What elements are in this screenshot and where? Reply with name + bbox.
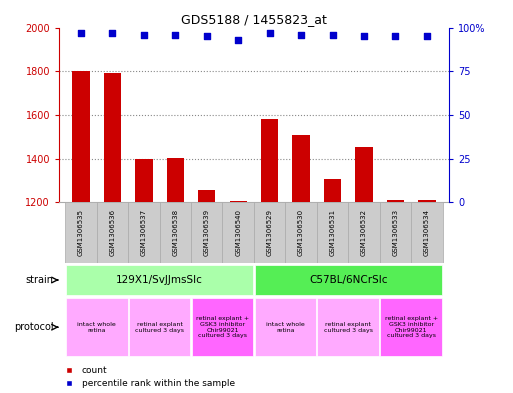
Text: GSM1306532: GSM1306532 xyxy=(361,209,367,256)
Text: GSM1306538: GSM1306538 xyxy=(172,209,179,256)
Bar xyxy=(66,298,128,356)
Point xyxy=(77,29,85,36)
Bar xyxy=(198,190,215,202)
Text: intact whole
retina: intact whole retina xyxy=(266,322,305,332)
Bar xyxy=(104,73,121,202)
Point xyxy=(234,37,242,43)
Bar xyxy=(348,202,380,263)
Text: GSM1306540: GSM1306540 xyxy=(235,209,241,256)
Bar xyxy=(318,298,379,356)
Bar xyxy=(380,202,411,263)
Text: retinal explant
cultured 3 days: retinal explant cultured 3 days xyxy=(324,322,373,332)
Bar xyxy=(418,200,436,202)
Point xyxy=(328,31,337,38)
Bar xyxy=(66,265,253,295)
Bar xyxy=(160,202,191,263)
Point xyxy=(140,31,148,38)
Bar xyxy=(254,265,442,295)
Point xyxy=(108,29,116,36)
Text: GSM1306529: GSM1306529 xyxy=(267,209,272,256)
Bar xyxy=(167,158,184,202)
Bar xyxy=(192,298,253,356)
Point xyxy=(171,31,180,38)
Text: GSM1306535: GSM1306535 xyxy=(78,209,84,256)
Bar xyxy=(72,71,90,202)
Bar xyxy=(191,202,223,263)
Text: retinal explant +
GSK3 inhibitor
Chir99021
cultured 3 days: retinal explant + GSK3 inhibitor Chir990… xyxy=(196,316,249,338)
Bar xyxy=(128,202,160,263)
Title: GDS5188 / 1455823_at: GDS5188 / 1455823_at xyxy=(181,13,327,26)
Text: GSM1306530: GSM1306530 xyxy=(298,209,304,256)
Text: retinal explant +
GSK3 inhibitor
Chir99021
cultured 3 days: retinal explant + GSK3 inhibitor Chir990… xyxy=(385,316,438,338)
Text: GSM1306533: GSM1306533 xyxy=(392,209,399,256)
Bar xyxy=(292,135,310,202)
Bar xyxy=(317,202,348,263)
Text: 129X1/SvJJmsSlc: 129X1/SvJJmsSlc xyxy=(116,275,203,285)
Bar xyxy=(135,159,152,202)
Point xyxy=(203,33,211,39)
Text: C57BL/6NCrSlc: C57BL/6NCrSlc xyxy=(309,275,387,285)
Text: retinal explant
cultured 3 days: retinal explant cultured 3 days xyxy=(135,322,184,332)
Bar xyxy=(254,298,316,356)
Bar xyxy=(223,202,254,263)
Bar xyxy=(387,200,404,202)
Point xyxy=(423,33,431,39)
Text: GSM1306539: GSM1306539 xyxy=(204,209,210,256)
Bar xyxy=(356,147,372,202)
Bar xyxy=(97,202,128,263)
Bar xyxy=(380,298,442,356)
Text: GSM1306534: GSM1306534 xyxy=(424,209,430,256)
Text: strain: strain xyxy=(26,275,54,285)
Text: protocol: protocol xyxy=(14,322,54,332)
Text: GSM1306531: GSM1306531 xyxy=(329,209,336,256)
Text: GSM1306537: GSM1306537 xyxy=(141,209,147,256)
Bar xyxy=(129,298,190,356)
Bar xyxy=(65,202,97,263)
Point xyxy=(360,33,368,39)
Bar xyxy=(229,201,247,202)
Text: GSM1306536: GSM1306536 xyxy=(109,209,115,256)
Text: intact whole
retina: intact whole retina xyxy=(77,322,116,332)
Bar xyxy=(285,202,317,263)
Point xyxy=(391,33,400,39)
Bar xyxy=(411,202,443,263)
Point xyxy=(266,29,274,36)
Bar xyxy=(261,119,278,202)
Bar xyxy=(254,202,285,263)
Point xyxy=(297,31,305,38)
Legend: count, percentile rank within the sample: count, percentile rank within the sample xyxy=(64,366,234,389)
Bar xyxy=(324,180,341,202)
